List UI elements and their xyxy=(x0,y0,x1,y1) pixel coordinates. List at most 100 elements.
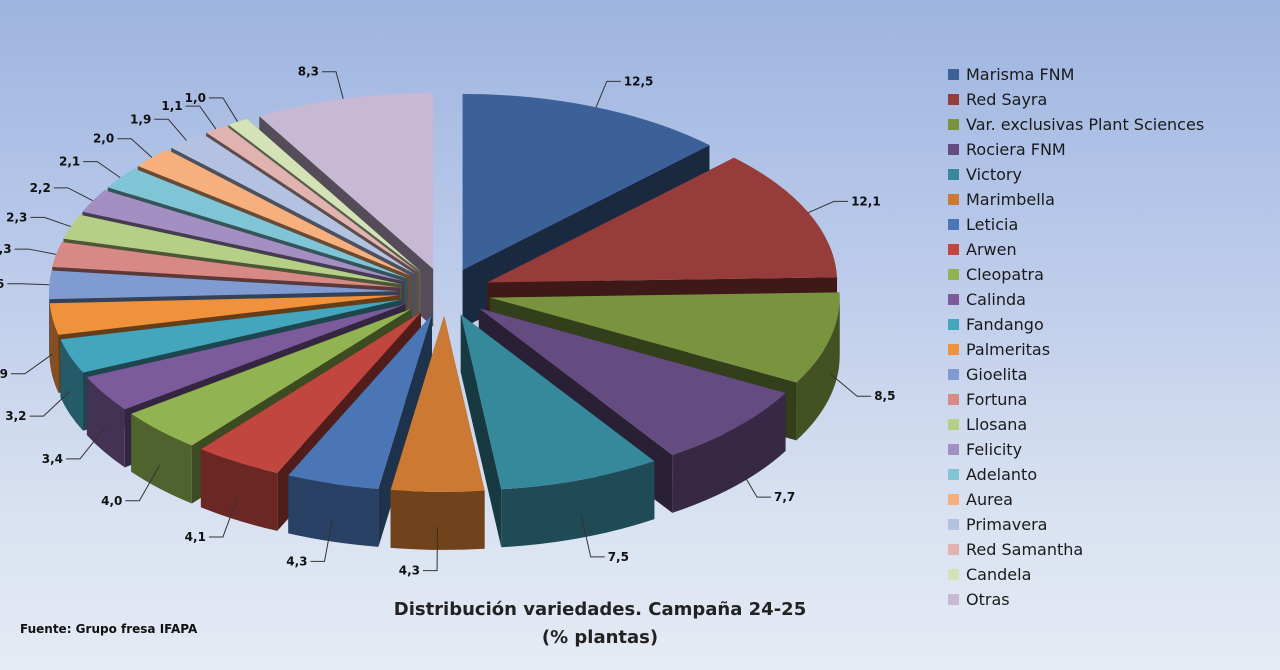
slice-top-21 xyxy=(259,92,434,269)
legend-label: Rociera FNM xyxy=(966,140,1066,159)
legend-item: Marimbella xyxy=(948,187,1278,212)
legend-label: Otras xyxy=(966,590,1010,609)
legend-item: Primavera xyxy=(948,512,1278,537)
legend-label: Var. exclusivas Plant Sciences xyxy=(966,115,1205,134)
legend-item: Candela xyxy=(948,562,1278,587)
data-label-13: 2,3 xyxy=(0,242,12,256)
legend-item: Aurea xyxy=(948,487,1278,512)
slice-outer-wall-7-0 xyxy=(200,449,278,531)
legend-label: Marimbella xyxy=(966,190,1055,209)
legend-item: Red Samantha xyxy=(948,537,1278,562)
legend-item: Palmeritas xyxy=(948,337,1278,362)
leader-line-7 xyxy=(208,496,239,538)
slice-outer-wall-3-0 xyxy=(672,392,786,513)
slice-outer-wall-11-0 xyxy=(49,303,59,393)
slice-outer-wall-5-0 xyxy=(390,489,485,550)
legend-swatch xyxy=(948,444,959,455)
data-label-21: 8,3 xyxy=(298,65,319,79)
legend-label: Calinda xyxy=(966,290,1026,309)
legend-label: Gioelita xyxy=(966,365,1028,384)
slice-top-16 xyxy=(107,168,408,279)
legend-item: Llosana xyxy=(948,412,1278,437)
legend-label: Fandango xyxy=(966,315,1044,334)
legend-item: Arwen xyxy=(948,237,1278,262)
legend-swatch xyxy=(948,419,959,430)
slice-top-11 xyxy=(49,295,400,335)
legend-item: Cleopatra xyxy=(948,262,1278,287)
leader-line-8 xyxy=(125,465,160,502)
legend-swatch xyxy=(948,469,959,480)
legend-swatch xyxy=(948,344,959,355)
slice-top-0 xyxy=(462,93,710,270)
data-label-20: 1,0 xyxy=(185,91,206,105)
slice-top-6 xyxy=(288,314,432,489)
data-label-3: 7,7 xyxy=(774,490,795,504)
leader-line-11 xyxy=(10,353,53,375)
legend-item: Red Sayra xyxy=(948,87,1278,112)
slice-outer-wall-6-0 xyxy=(288,475,379,547)
slice-outer-wall-4-0 xyxy=(501,461,655,548)
legend-label: Aurea xyxy=(966,490,1013,509)
legend-label: Primavera xyxy=(966,515,1048,534)
data-label-0: 12,5 xyxy=(624,74,654,88)
slice-wall-4-1 xyxy=(460,314,502,548)
legend-label: Victory xyxy=(966,165,1022,184)
source-note: Fuente: Grupo fresa IFAPA xyxy=(20,622,198,636)
legend-item: Leticia xyxy=(948,212,1278,237)
leader-line-3 xyxy=(735,461,771,498)
legend-swatch xyxy=(948,144,959,155)
data-label-8: 4,0 xyxy=(101,494,122,508)
legend-item: Marisma FNM xyxy=(948,62,1278,87)
data-label-6: 4,3 xyxy=(286,554,307,568)
leader-line-14 xyxy=(30,216,71,228)
slice-outer-wall-9-0 xyxy=(86,377,125,468)
legend-swatch xyxy=(948,394,959,405)
data-label-10: 3,2 xyxy=(5,409,26,423)
slice-top-14 xyxy=(63,214,402,285)
leader-line-0 xyxy=(595,80,621,108)
legend-label: Candela xyxy=(966,565,1032,584)
data-label-9: 3,4 xyxy=(42,452,63,466)
leader-line-5 xyxy=(423,526,439,572)
leader-line-18 xyxy=(154,118,187,141)
leader-line-4 xyxy=(580,514,605,558)
legend-swatch xyxy=(948,169,959,180)
leader-line-6 xyxy=(310,518,333,562)
legend-item: Gioelita xyxy=(948,362,1278,387)
data-label-18: 1,9 xyxy=(130,112,151,126)
slice-outer-wall-10-0 xyxy=(60,339,83,431)
legend-swatch xyxy=(948,294,959,305)
slice-top-9 xyxy=(86,304,406,410)
slice-top-15 xyxy=(82,190,405,282)
legend-item: Victory xyxy=(948,162,1278,187)
legend-item: Calinda xyxy=(948,287,1278,312)
slice-top-4 xyxy=(460,314,655,490)
legend-swatch xyxy=(948,519,959,530)
legend-item: Rociera FNM xyxy=(948,137,1278,162)
chart-title-line: Distribución variedades. Campaña 24-25 xyxy=(393,599,807,620)
legend-label: Cleopatra xyxy=(966,265,1044,284)
pie-tops xyxy=(49,92,840,492)
legend-label: Felicity xyxy=(966,440,1023,459)
legend-label: Red Sayra xyxy=(966,90,1048,109)
legend-swatch xyxy=(948,544,959,555)
legend-item: Adelanto xyxy=(948,462,1278,487)
chart-title: Distribución variedades. Campaña 24-25 (… xyxy=(300,596,900,652)
leader-line-12 xyxy=(7,283,50,286)
data-label-5: 4,3 xyxy=(399,564,420,578)
legend-swatch xyxy=(948,369,959,380)
data-label-15: 2,2 xyxy=(30,181,51,195)
data-label-19: 1,1 xyxy=(161,99,182,113)
slice-top-17 xyxy=(137,149,411,276)
data-label-17: 2,0 xyxy=(93,132,114,146)
legend-label: Red Samantha xyxy=(966,540,1084,559)
legend-label: Marisma FNM xyxy=(966,65,1075,84)
leader-line-15 xyxy=(53,187,93,202)
slice-top-19 xyxy=(206,125,419,273)
legend-swatch xyxy=(948,219,959,230)
slice-top-12 xyxy=(49,270,400,300)
leader-line-21 xyxy=(322,71,344,99)
leader-line-10 xyxy=(29,390,71,417)
slice-top-8 xyxy=(131,308,412,446)
slice-top-18 xyxy=(171,133,415,274)
